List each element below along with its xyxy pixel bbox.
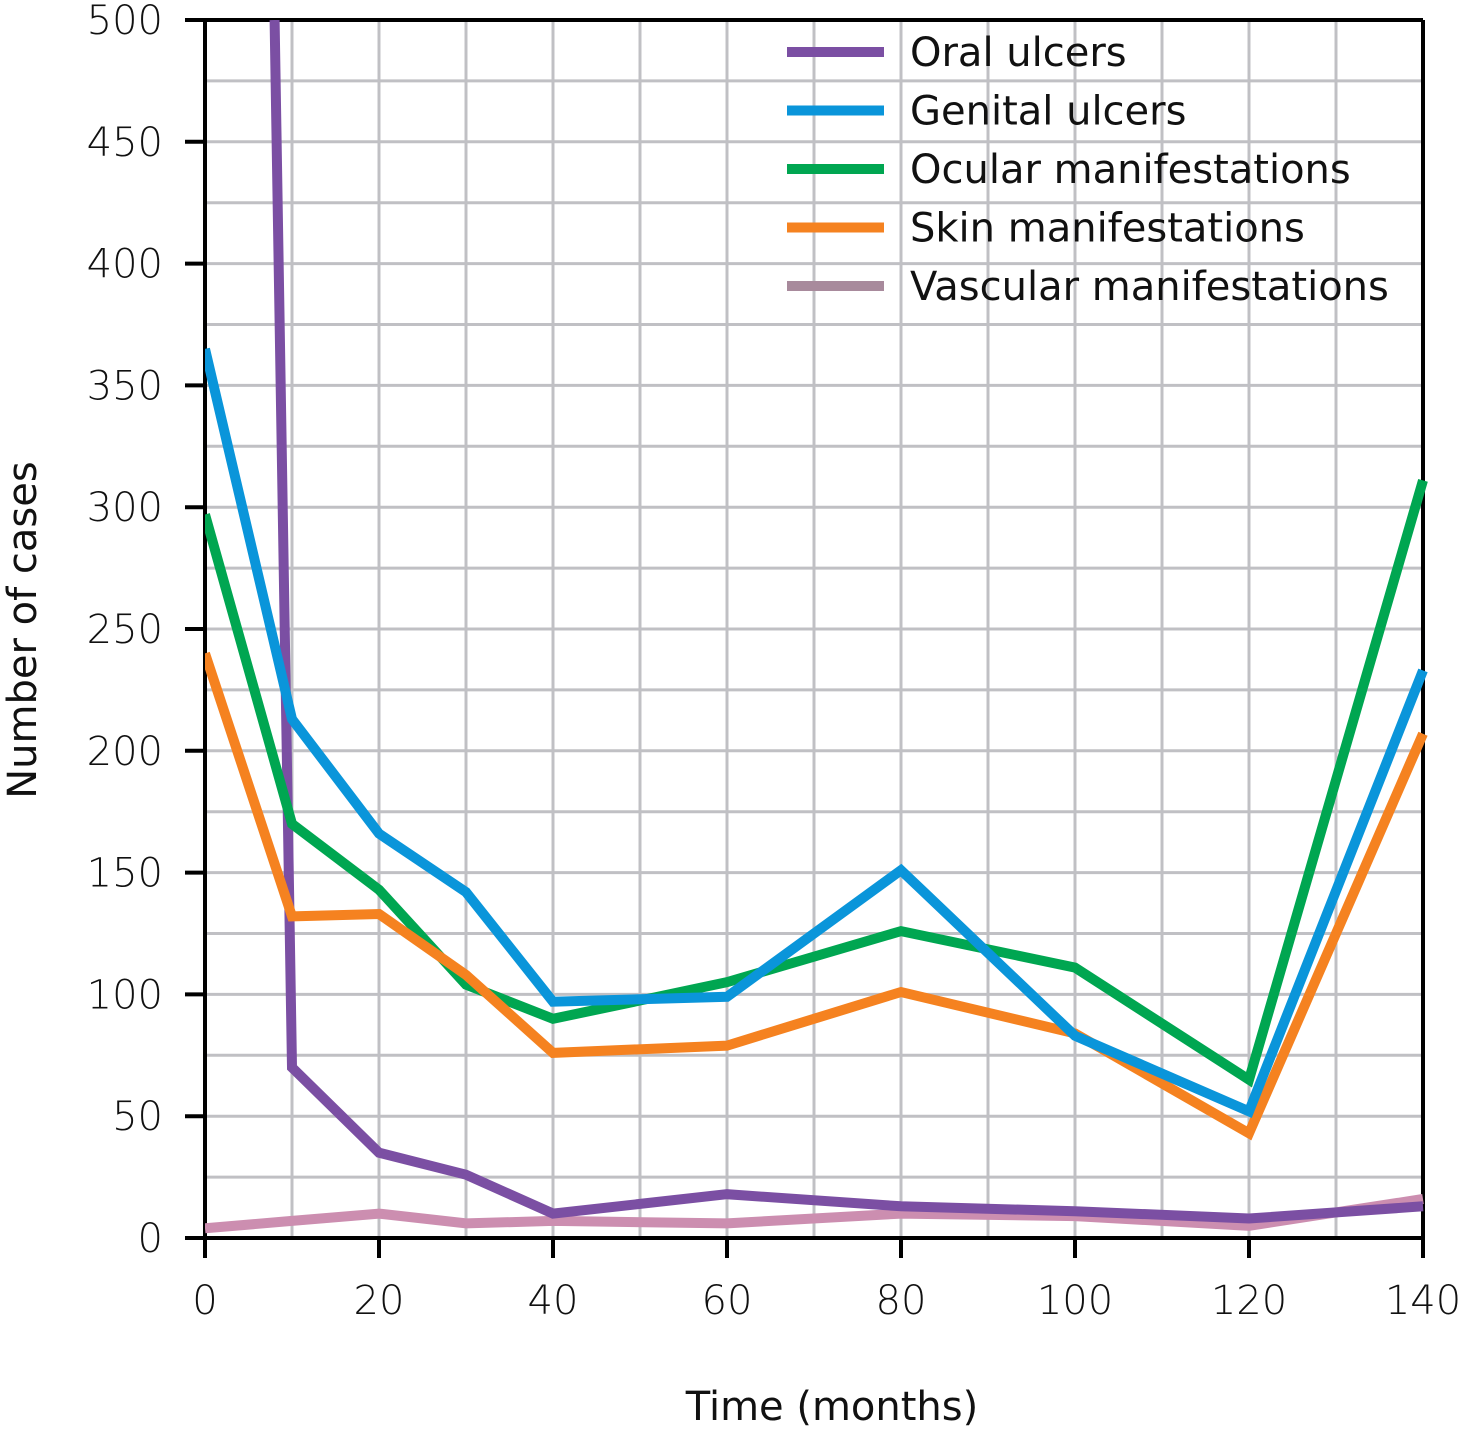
grid: [205, 20, 1423, 1238]
series-line-vascular-manifestations: [205, 1194, 1424, 1234]
y-tick-label: 350: [87, 363, 163, 409]
y-tick-label: 0: [138, 1216, 163, 1262]
x-tick-label: 100: [1037, 1278, 1113, 1324]
y-tick-label: 500: [87, 0, 163, 44]
x-axis-title: Time (months): [685, 1384, 978, 1429]
legend-label: Vascular manifestations: [910, 264, 1389, 310]
legend-label: Skin manifestations: [910, 206, 1305, 252]
y-tick-label: 400: [87, 242, 163, 288]
y-tick-label: 150: [87, 851, 163, 897]
y-tick-label: 50: [112, 1094, 163, 1140]
series-line-skin-manifestations: [205, 651, 1428, 1141]
tick-labels: 0 50 100 150 200 250 300 350 400 450 500 0 20 40 60 80 1…: [87, 0, 1461, 1324]
legend-label: Genital ulcers: [910, 89, 1186, 135]
series-lines: [205, 20, 1428, 1234]
legend-label: Ocular manifestations: [910, 147, 1351, 193]
y-tick-label: 250: [87, 607, 163, 653]
x-tick-label: 60: [702, 1278, 753, 1324]
y-tick-label: 300: [87, 485, 163, 531]
y-tick-label: 100: [87, 972, 163, 1018]
axes: [185, 18, 1425, 1258]
y-tick-label: 200: [87, 729, 163, 775]
legend-label: Oral ulcers: [910, 30, 1127, 76]
series-line-genital-ulcers: [205, 347, 1428, 1118]
x-tick-label: 120: [1211, 1278, 1287, 1324]
y-axis-title: Number of cases: [0, 461, 46, 798]
x-tick-label: 140: [1385, 1278, 1461, 1324]
x-tick-label: 40: [528, 1278, 579, 1324]
x-tick-label: 80: [876, 1278, 927, 1324]
y-tick-label: 450: [87, 120, 163, 166]
legend: Oral ulcers Genital ulcers Ocular manifest…: [787, 30, 1389, 310]
x-tick-label: 0: [192, 1278, 217, 1324]
series-line-oral-ulcers: [269, 20, 1424, 1224]
x-tick-label: 20: [354, 1278, 405, 1324]
